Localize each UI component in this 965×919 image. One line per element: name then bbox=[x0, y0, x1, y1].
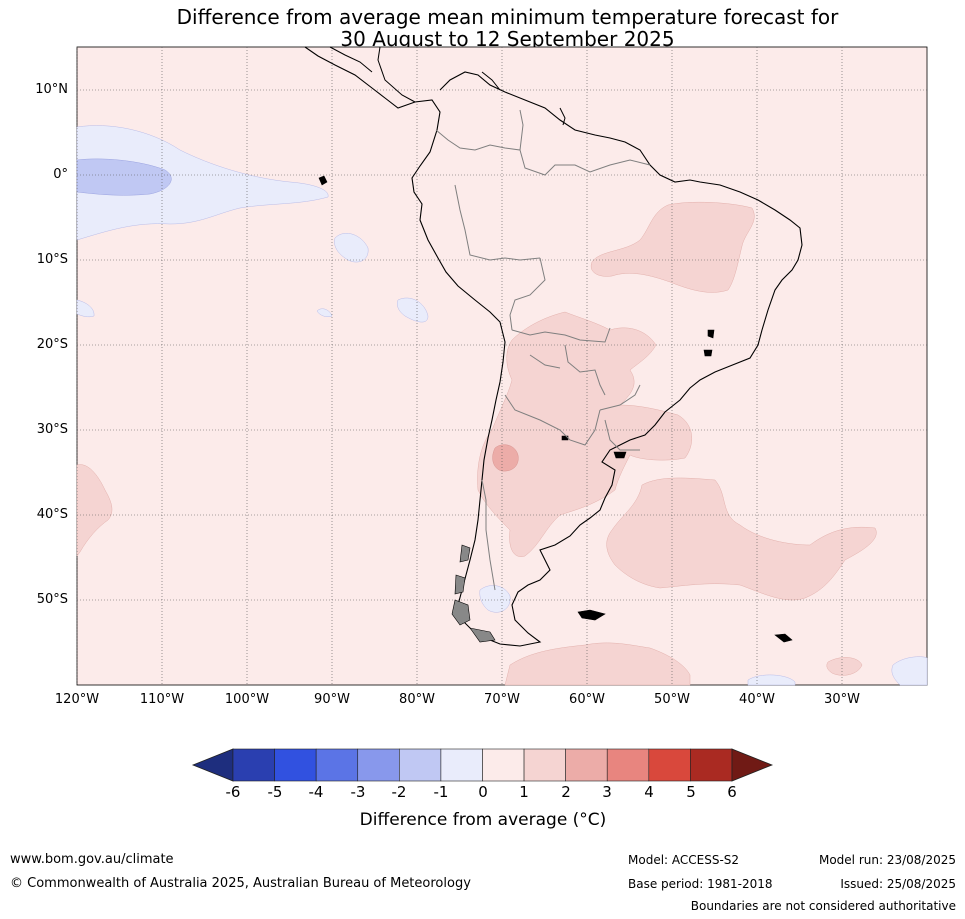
lon-label-40w: 40°W bbox=[739, 692, 775, 707]
colorbar-bin bbox=[565, 748, 608, 782]
contour-warm-west bbox=[76, 464, 113, 557]
colorbar-bin bbox=[232, 748, 275, 782]
colorbar-bin bbox=[440, 748, 483, 782]
colorbar-bin bbox=[315, 748, 359, 782]
colorbar-bin bbox=[482, 748, 525, 782]
colorbar-tick: -4 bbox=[308, 783, 324, 801]
contour-warm-south-atlantic bbox=[606, 477, 877, 601]
colorbar-tick: 1 bbox=[519, 783, 529, 801]
colorbar-cells bbox=[191, 748, 774, 782]
coastline-central-america bbox=[329, 46, 566, 126]
lon-label-70w: 70°W bbox=[484, 692, 520, 707]
lat-label-0: 0° bbox=[53, 167, 68, 182]
colorbar-bin bbox=[274, 748, 317, 782]
lat-label-40s: 40°S bbox=[36, 507, 68, 522]
lon-label-90w: 90°W bbox=[314, 692, 350, 707]
lat-label-50s: 50°S bbox=[36, 592, 68, 607]
colorbar-tick: -2 bbox=[391, 783, 407, 801]
contour-cool-patch-5 bbox=[479, 585, 511, 613]
colorbar-tick: 3 bbox=[602, 783, 612, 801]
copyright-notice: © Commonwealth of Australia 2025, Austra… bbox=[10, 876, 471, 891]
graticule bbox=[76, 47, 927, 685]
colorbar-tick: 4 bbox=[644, 783, 654, 801]
colorbar-tick: 2 bbox=[561, 783, 571, 801]
country-borders bbox=[435, 109, 651, 591]
colorbar-tick: 0 bbox=[478, 783, 488, 801]
contour-cool-patch-6 bbox=[747, 674, 796, 686]
bom-website-link[interactable]: www.bom.gov.au/climate bbox=[10, 852, 174, 867]
contour-cool-patch-4 bbox=[76, 299, 95, 318]
lat-label-20s: 20°S bbox=[36, 337, 68, 352]
anomaly-contours bbox=[76, 125, 928, 686]
colorbar-bin bbox=[523, 748, 566, 782]
lon-label-110w: 110°W bbox=[139, 692, 185, 707]
colorbar-extend-low bbox=[191, 748, 234, 782]
lon-label-120w: 120°W bbox=[54, 692, 100, 707]
contour-hot-spot bbox=[492, 444, 519, 472]
colorbar-tick: -5 bbox=[267, 783, 283, 801]
model-name: Model: ACCESS-S2 bbox=[628, 853, 740, 867]
colorbar-label: Difference from average (°C) bbox=[359, 810, 607, 830]
contour-cool-core bbox=[76, 158, 172, 196]
lon-label-100w: 100°W bbox=[224, 692, 270, 707]
coastline-south-america bbox=[304, 46, 803, 647]
map-title-line-2: 30 August to 12 September 2025 bbox=[340, 27, 675, 51]
contour-cool-patch-2 bbox=[397, 297, 429, 323]
colorbar-bin bbox=[648, 748, 691, 782]
lat-label-10s: 10°S bbox=[36, 252, 68, 267]
map-title-line-1: Difference from average mean minimum tem… bbox=[176, 5, 839, 29]
boundaries-disclaimer: Boundaries are not considered authoritat… bbox=[690, 899, 956, 913]
colorbar-bin bbox=[357, 748, 400, 782]
base-period: Base period: 1981-2018 bbox=[628, 877, 773, 891]
lon-label-60w: 60°W bbox=[569, 692, 605, 707]
contour-cool-patch-7 bbox=[891, 656, 928, 686]
chilean-archipelago bbox=[451, 544, 496, 643]
colorbar-bin bbox=[690, 748, 733, 782]
lon-label-30w: 30°W bbox=[824, 692, 860, 707]
lat-label-10n: 10°N bbox=[35, 82, 68, 97]
colorbar-tick: 5 bbox=[686, 783, 696, 801]
contour-warm-continental bbox=[477, 311, 692, 557]
lon-label-80w: 80°W bbox=[399, 692, 435, 707]
colorbar-tick: -3 bbox=[350, 783, 366, 801]
colorbar-bin bbox=[399, 748, 442, 782]
contour-warm-drake bbox=[504, 642, 691, 686]
contour-cool-equatorial bbox=[76, 125, 329, 241]
contour-cool-patch-1 bbox=[334, 233, 369, 263]
colorbar-bin bbox=[606, 748, 650, 782]
model-run-date: Model run: 23/08/2025 bbox=[818, 853, 956, 867]
issued-date: Issued: 25/08/2025 bbox=[840, 877, 956, 891]
lat-label-30s: 30°S bbox=[36, 422, 68, 437]
colorbar bbox=[191, 748, 774, 782]
contour-cool-patch-3 bbox=[316, 308, 333, 318]
contour-warm-southeast bbox=[826, 657, 863, 676]
colorbar-tick: 6 bbox=[727, 783, 737, 801]
colorbar-tick: -6 bbox=[225, 783, 241, 801]
colorbar-tick: -1 bbox=[433, 783, 449, 801]
lon-label-50w: 50°W bbox=[654, 692, 690, 707]
colorbar-extend-high bbox=[731, 748, 774, 782]
contour-warm-brazil-north bbox=[590, 201, 755, 293]
